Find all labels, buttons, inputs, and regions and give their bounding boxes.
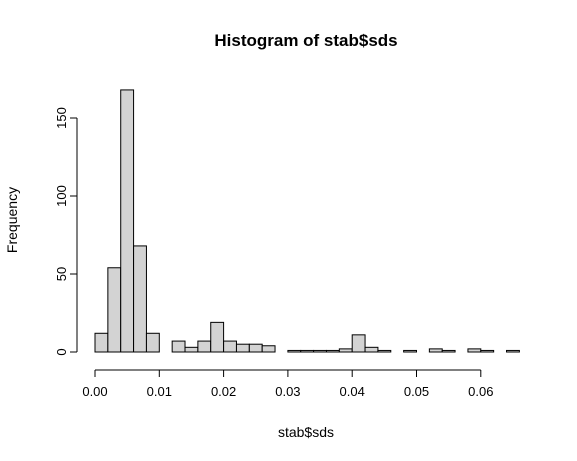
- x-tick-label: 0.03: [275, 384, 300, 399]
- histogram-bar: [287, 349, 302, 353]
- x-tick-label: 0.06: [468, 384, 493, 399]
- histogram-bar: [107, 267, 122, 353]
- histogram-bar: [248, 343, 263, 353]
- histogram-bar: [300, 349, 315, 353]
- histogram-bar: [197, 340, 212, 353]
- x-axis: 0.00 0.01 0.02 0.03 0.04 0.05 0.06: [82, 369, 493, 399]
- y-axis: 0 50 100 150: [54, 107, 78, 356]
- histogram-bar: [235, 343, 250, 353]
- histogram-bar: [133, 245, 147, 353]
- histogram-bar: [313, 349, 327, 353]
- x-tick-label: 0.02: [211, 384, 236, 399]
- histogram-bar: [94, 332, 109, 353]
- histogram-bar: [338, 348, 353, 353]
- histogram-bar: [480, 349, 495, 353]
- histogram-bar: [403, 349, 418, 353]
- histogram-bar: [428, 348, 443, 353]
- histogram-bar: [506, 349, 520, 353]
- x-tick-label: 0.05: [404, 384, 429, 399]
- y-tick-label: 150: [54, 107, 69, 129]
- histogram-bar: [171, 340, 186, 353]
- histogram-bar: [351, 334, 366, 353]
- histogram-bar: [325, 349, 340, 353]
- histogram-bar: [377, 349, 392, 353]
- histogram-bar: [364, 346, 379, 353]
- y-tick-label: 100: [54, 185, 69, 207]
- histogram-bar: [184, 346, 199, 353]
- y-tick-label: 50: [54, 267, 69, 281]
- histogram-bar: [441, 349, 456, 353]
- chart-title: Histogram of stab$sds: [214, 31, 397, 50]
- x-tick-label: 0.04: [340, 384, 365, 399]
- x-axis-label: stab$sds: [278, 424, 334, 440]
- histogram-bar: [120, 89, 135, 353]
- y-tick-label: 0: [54, 348, 69, 355]
- histogram-bar: [223, 340, 237, 353]
- y-axis-label: Frequency: [4, 187, 20, 253]
- histogram-bar: [261, 345, 276, 353]
- histogram-bar: [145, 332, 160, 353]
- histogram-bar: [467, 348, 482, 353]
- histogram-bar: [210, 321, 225, 353]
- x-tick-label: 0.00: [82, 384, 107, 399]
- histogram-bars: [94, 89, 520, 353]
- x-tick-label: 0.01: [147, 384, 172, 399]
